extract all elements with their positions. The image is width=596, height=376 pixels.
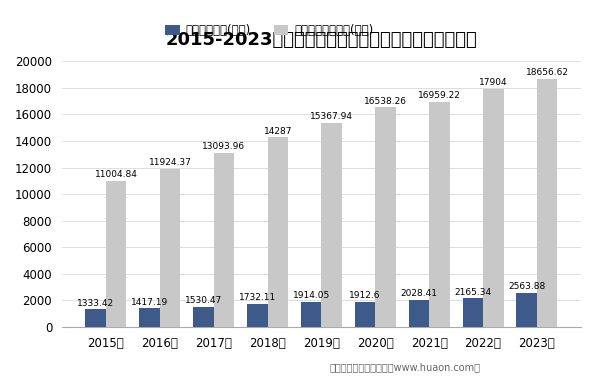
Text: 1417.19: 1417.19	[131, 297, 168, 306]
Bar	[193, 307, 214, 327]
Bar	[106, 181, 126, 327]
Text: 13093.96: 13093.96	[203, 143, 246, 152]
Bar	[214, 153, 234, 327]
Text: 1530.47: 1530.47	[185, 296, 222, 305]
Text: 2165.34: 2165.34	[454, 288, 491, 297]
Text: 1333.42: 1333.42	[77, 299, 114, 308]
Bar	[355, 302, 375, 327]
Text: 16538.26: 16538.26	[364, 97, 407, 106]
Bar	[268, 137, 288, 327]
Bar	[429, 102, 449, 327]
Bar	[247, 304, 268, 327]
Bar	[483, 89, 504, 327]
Text: 1732.11: 1732.11	[238, 293, 276, 302]
Text: 制图：华经产业研究院（www.huaon.com）: 制图：华经产业研究院（www.huaon.com）	[330, 362, 481, 372]
Text: 17904: 17904	[479, 79, 508, 88]
Bar	[139, 308, 160, 327]
Bar	[85, 309, 106, 327]
Text: 11004.84: 11004.84	[95, 170, 138, 179]
Text: 1914.05: 1914.05	[293, 291, 330, 300]
Bar	[160, 168, 180, 327]
Legend: 装饰装修产值(亿元), 在外省完成的产值(亿元): 装饰装修产值(亿元), 在外省完成的产值(亿元)	[161, 19, 378, 42]
Bar	[409, 300, 429, 327]
Text: 11924.37: 11924.37	[148, 158, 191, 167]
Bar	[462, 298, 483, 327]
Bar	[537, 79, 557, 327]
Title: 2015-2023年江苏建筑业装饰装修及在外省完成的产值: 2015-2023年江苏建筑业装饰装修及在外省完成的产值	[166, 30, 477, 49]
Bar	[375, 107, 396, 327]
Text: 15367.94: 15367.94	[310, 112, 353, 121]
Text: 16959.22: 16959.22	[418, 91, 461, 100]
Bar	[321, 123, 342, 327]
Text: 1912.6: 1912.6	[349, 291, 381, 300]
Text: 2563.88: 2563.88	[508, 282, 545, 291]
Bar	[517, 293, 537, 327]
Text: 14287: 14287	[263, 127, 292, 135]
Bar	[301, 302, 321, 327]
Text: 2028.41: 2028.41	[401, 290, 437, 299]
Text: 18656.62: 18656.62	[526, 68, 569, 77]
